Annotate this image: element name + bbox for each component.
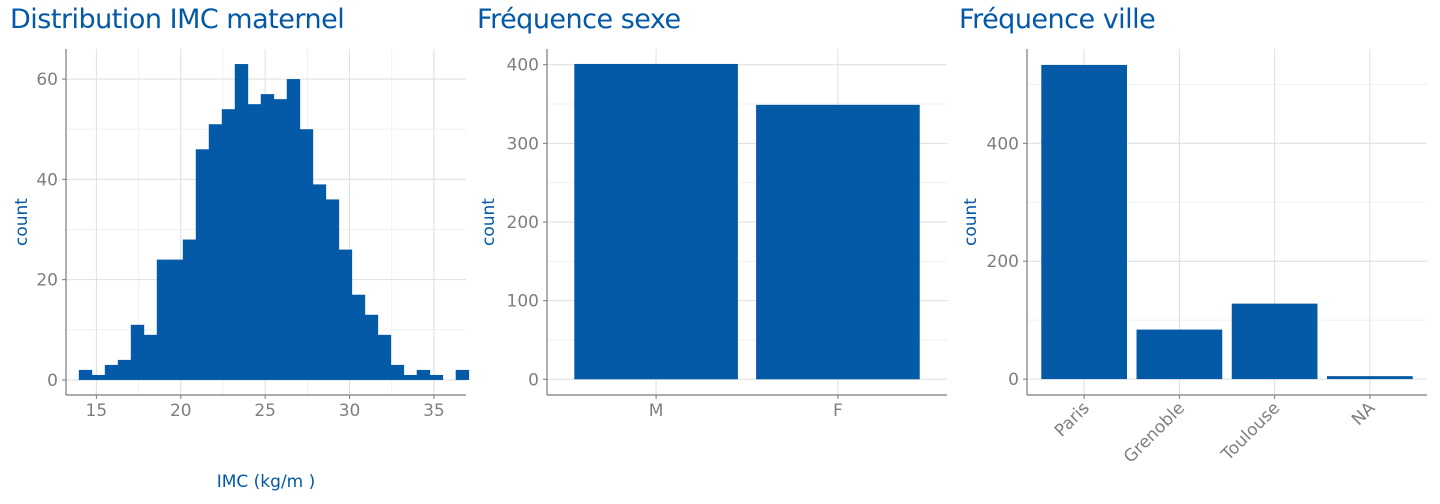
histogram-bar xyxy=(182,239,197,380)
city-frequency-plot: 0 200 400 Paris Grenoble Toulouse NA count xyxy=(961,49,1427,467)
histogram-bar xyxy=(377,334,392,380)
histogram-bar xyxy=(364,314,379,380)
histogram-bar xyxy=(130,324,145,380)
y-tick-label: 20 xyxy=(36,271,58,291)
histogram-bar xyxy=(286,79,301,380)
x-tick-label: 35 xyxy=(423,401,445,421)
bar-paris xyxy=(1041,64,1127,380)
sex-frequency-title: Fréquence sexe xyxy=(477,4,681,35)
y-axis-title: count xyxy=(961,198,981,246)
histogram-bar xyxy=(429,374,444,380)
y-tick-label: 200 xyxy=(507,213,539,233)
histogram-bar xyxy=(91,374,106,380)
y-tick-label: 0 xyxy=(528,370,539,390)
bmi-histogram-plot: 0 20 40 60 15 20 25 30 35 count IMC (kg/m ) xyxy=(12,49,470,492)
y-tick-label: 40 xyxy=(36,170,58,190)
bmi-histogram-panel: Distribution IMC maternel 0 20 40 60 15 20 25 3… xyxy=(0,0,470,504)
x-tick-label: 15 xyxy=(86,401,108,421)
y-tick-label: 0 xyxy=(47,371,58,391)
histogram-bar xyxy=(338,249,353,380)
x-tick-label: 30 xyxy=(339,401,361,421)
x-tick-label: 20 xyxy=(170,401,192,421)
city-frequency-panel: Fréquence ville 0 200 400 Paris Grenoble Toul… xyxy=(950,0,1440,504)
x-tick-label-paris: Paris xyxy=(1051,398,1094,441)
y-tick-label: 400 xyxy=(507,56,539,76)
histogram-bar xyxy=(195,149,210,380)
x-tick-label-m: M xyxy=(649,401,664,421)
x-tick-label-toulouse: Toulouse xyxy=(1217,398,1284,465)
bmi-histogram-title: Distribution IMC maternel xyxy=(10,4,345,35)
histogram-bar xyxy=(117,359,132,380)
histogram-bar xyxy=(156,259,171,380)
histogram-bar xyxy=(169,259,184,380)
histogram-bar xyxy=(299,129,314,380)
bar-grenoble xyxy=(1136,329,1223,380)
x-tick-label-na: NA xyxy=(1348,398,1380,430)
histogram-bar xyxy=(455,369,470,380)
y-tick-label: 300 xyxy=(507,134,539,154)
y-axis-title: count xyxy=(479,198,499,246)
histogram-bar xyxy=(234,64,249,380)
y-tick-label: 60 xyxy=(36,70,58,90)
city-frequency-title: Fréquence ville xyxy=(959,4,1156,35)
x-axis-title: IMC (kg/m ) xyxy=(217,472,316,492)
histogram-bar xyxy=(390,364,405,380)
histogram-bar xyxy=(351,294,366,380)
histogram-bar xyxy=(325,199,340,380)
bar-f xyxy=(756,104,920,380)
bar-m xyxy=(574,63,738,380)
x-tick-label-f: F xyxy=(833,401,843,421)
histogram-bar xyxy=(208,124,223,380)
y-axis-title: count xyxy=(12,198,32,246)
histogram-bar xyxy=(247,104,262,380)
histogram-bar xyxy=(221,109,236,380)
y-tick-label: 200 xyxy=(987,252,1019,272)
bar-na xyxy=(1327,376,1413,380)
y-tick-label: 100 xyxy=(507,292,539,312)
bar-toulouse xyxy=(1231,303,1318,380)
histogram-bar xyxy=(273,99,288,380)
x-tick-label-grenoble: Grenoble xyxy=(1120,398,1189,467)
histogram-bar xyxy=(312,184,327,380)
x-tick-label: 25 xyxy=(254,401,276,421)
y-tick-label: 0 xyxy=(1008,370,1019,390)
histogram-bar xyxy=(416,369,431,380)
histogram-bar xyxy=(403,374,418,380)
y-tick-label: 400 xyxy=(987,134,1019,154)
histogram-bar xyxy=(260,94,275,380)
histogram-bar xyxy=(104,364,119,380)
histogram-bar xyxy=(143,334,158,380)
histogram-bar xyxy=(78,369,93,380)
